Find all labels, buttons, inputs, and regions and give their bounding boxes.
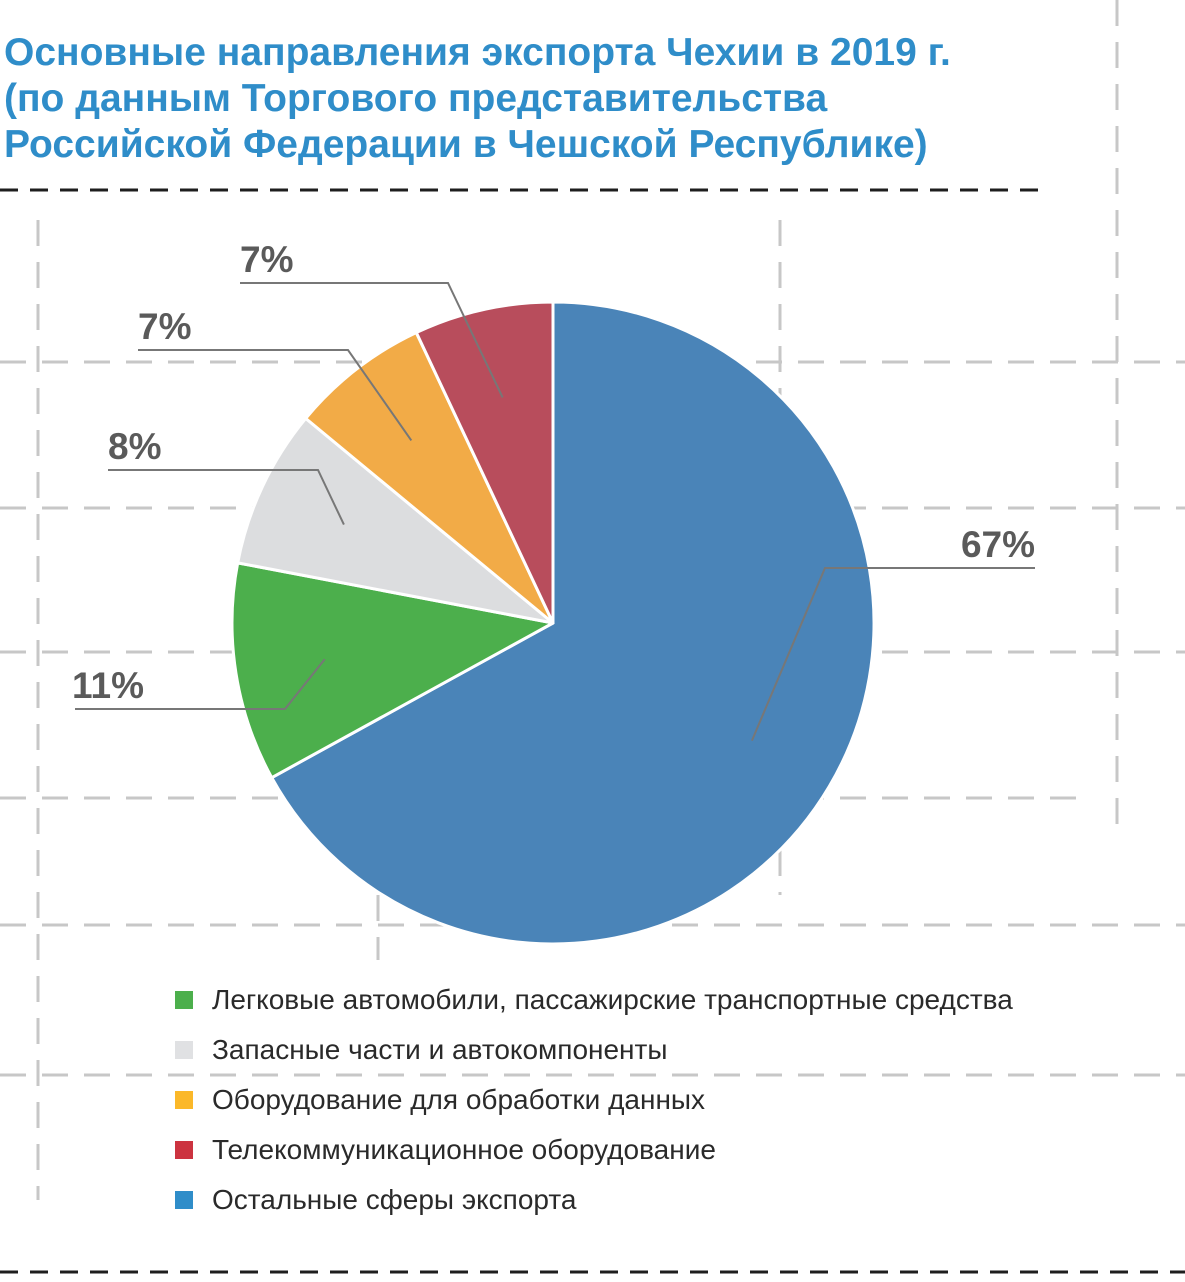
leader-line-3	[108, 469, 345, 526]
legend-swatch-data-equipment	[175, 1091, 193, 1109]
legend-swatch-cars	[175, 991, 193, 1009]
legend: Легковые автомобили, пассажирские трансп…	[175, 975, 1013, 1225]
legend-swatch-other	[175, 1191, 193, 1209]
data-label-2: 11%	[72, 665, 144, 706]
legend-swatch-spare-parts	[175, 1041, 193, 1059]
legend-label-spare-parts: Запасные части и автокомпоненты	[212, 1034, 668, 1065]
leader-line-1	[750, 567, 1035, 741]
title-line-2: (по данным Торгового представительства	[4, 77, 828, 120]
data-label-4: 7%	[138, 306, 191, 347]
legend-item-other: Остальные сферы экспорта	[175, 1175, 1013, 1225]
chart-title: Основные направления экспорта Чехии в 20…	[4, 30, 1104, 168]
data-label-1: 67%	[961, 524, 1035, 565]
pie-slice-5	[414, 300, 555, 625]
legend-swatch-telecom	[175, 1141, 193, 1159]
legend-item-telecom: Телекоммуникационное оборудование	[175, 1125, 1013, 1175]
legend-label-cars: Легковые автомобили, пассажирские трансп…	[212, 984, 1013, 1015]
leader-line-2	[75, 658, 326, 710]
legend-label-telecom: Телекоммуникационное оборудование	[212, 1134, 716, 1165]
data-label-3: 8%	[108, 426, 161, 467]
pie-slices	[230, 300, 876, 946]
title-line-3: Российской Федерации в Чешской Республик…	[4, 123, 928, 166]
legend-item-cars: Легковые автомобили, пассажирские трансп…	[175, 975, 1013, 1025]
data-label-5: 7%	[240, 239, 293, 280]
legend-item-spare-parts: Запасные части и автокомпоненты	[175, 1025, 1013, 1075]
leader-line-5	[240, 282, 504, 398]
title-line-1: Основные направления экспорта Чехии в 20…	[4, 31, 951, 74]
legend-label-data-equipment: Оборудование для обработки данных	[212, 1084, 706, 1115]
data-labels: 67% 11% 8% 7% 7%	[72, 239, 1035, 706]
legend-label-other: Остальные сферы экспорта	[212, 1184, 577, 1215]
pie-slice-4	[304, 331, 555, 625]
pie-slice-2	[230, 561, 555, 780]
legend-item-data-equipment: Оборудование для обработки данных	[175, 1075, 1013, 1125]
leader-lines	[75, 282, 1035, 741]
leader-line-4	[138, 349, 413, 441]
pie-slice-1	[270, 300, 876, 946]
